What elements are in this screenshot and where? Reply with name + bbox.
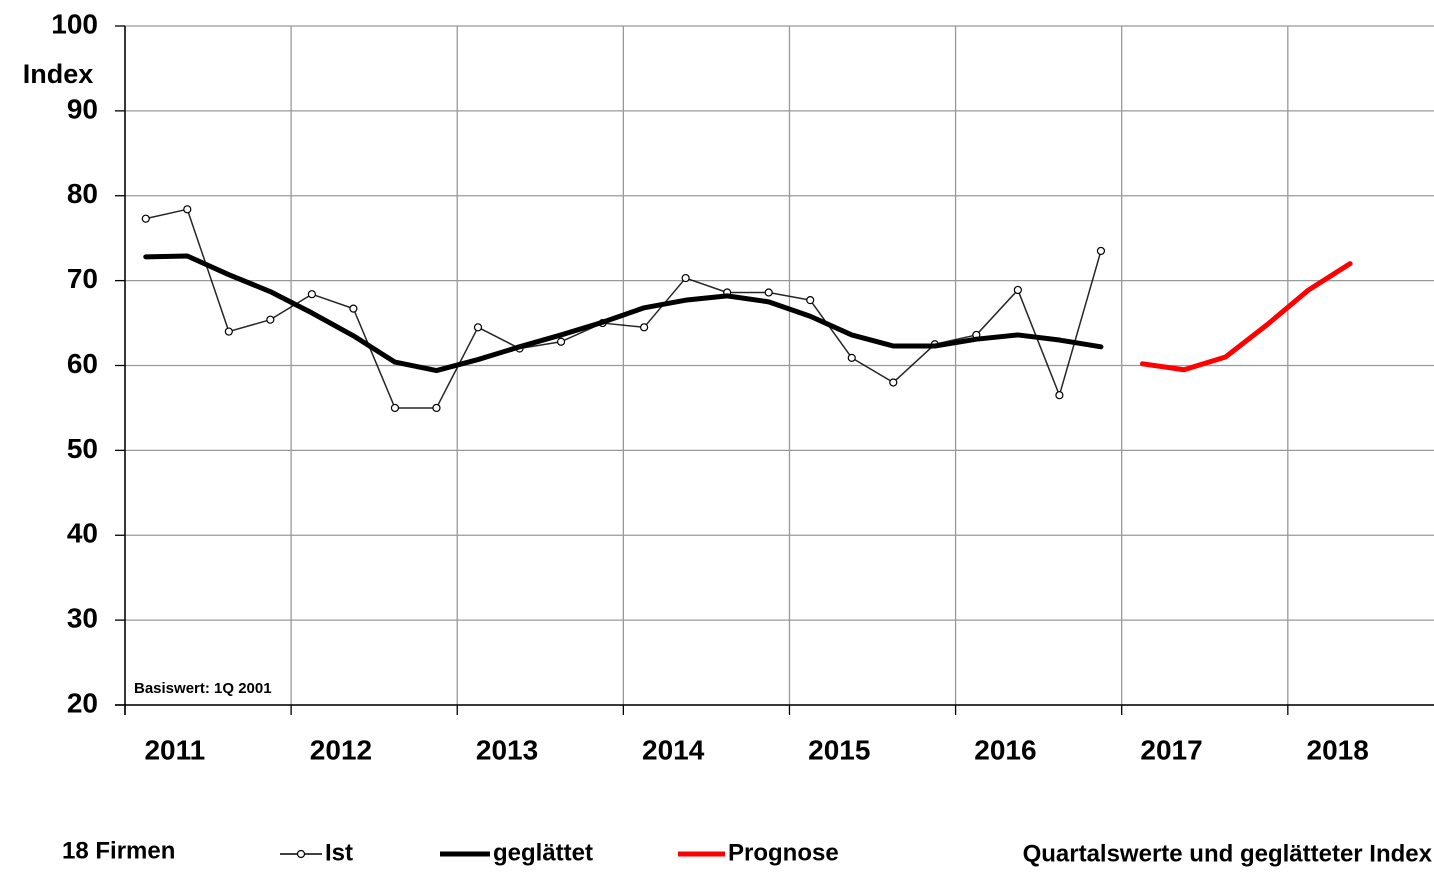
x-tick-label: 2013 <box>476 734 538 765</box>
point-marker <box>889 378 898 387</box>
y-axis-label: Index <box>23 59 94 89</box>
point-marker <box>640 323 649 332</box>
y-tick-label: 60 <box>67 348 98 379</box>
x-tick-label: 2018 <box>1307 734 1369 765</box>
y-tick-label: 90 <box>67 93 98 124</box>
y-tick-label: 40 <box>67 518 98 549</box>
point-marker <box>224 327 233 336</box>
point-marker <box>141 214 150 223</box>
point-marker <box>1096 246 1106 256</box>
footer-left: 18 Firmen <box>62 837 175 864</box>
point-marker <box>432 403 441 413</box>
point-marker <box>806 296 815 305</box>
legend-label: geglättet <box>493 839 593 866</box>
point-marker <box>681 273 690 283</box>
point-marker <box>847 353 856 362</box>
x-tick-label: 2014 <box>642 734 705 765</box>
y-tick-label: 30 <box>67 603 98 634</box>
point-marker <box>764 288 773 297</box>
point-marker <box>349 304 358 313</box>
legend-marker <box>296 849 306 859</box>
y-tick-label: 50 <box>67 433 98 464</box>
legend-label: Prognose <box>728 839 839 866</box>
point-marker <box>307 290 316 299</box>
footer-right: Quartalswerte und geglätteter Index <box>1023 840 1433 867</box>
x-tick-label: 2017 <box>1140 734 1202 765</box>
point-marker <box>183 205 192 214</box>
x-tick-label: 2016 <box>974 734 1036 765</box>
point-marker <box>473 323 483 332</box>
x-tick-label: 2012 <box>310 734 372 765</box>
y-tick-label: 80 <box>67 178 98 209</box>
x-tick-label: 2011 <box>144 734 205 765</box>
point-marker <box>390 403 400 413</box>
legend-label: Ist <box>325 839 353 866</box>
y-tick-label: 70 <box>67 263 98 294</box>
point-marker <box>1055 391 1064 400</box>
point-marker <box>266 315 275 324</box>
x-tick-label: 2015 <box>808 734 870 765</box>
annotation: Basiswert: 1Q 2001 <box>134 680 272 697</box>
y-tick-label: 20 <box>67 687 98 718</box>
series-line <box>1139 261 1353 373</box>
series-line <box>143 253 1104 374</box>
y-tick-label: 100 <box>51 8 98 39</box>
point-marker <box>1013 285 1022 295</box>
point-marker <box>556 337 566 346</box>
